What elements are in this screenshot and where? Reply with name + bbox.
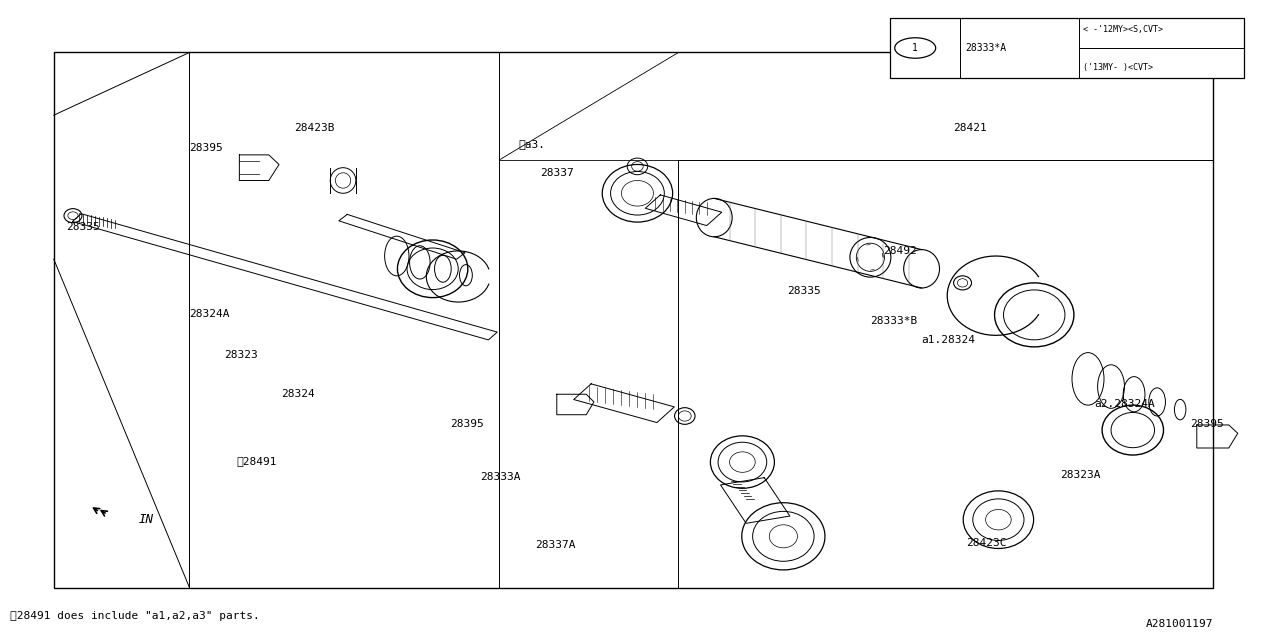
Text: 28395: 28395: [189, 143, 223, 154]
Text: 28421: 28421: [954, 123, 987, 133]
Text: ('13MY- )<CVT>: ('13MY- )<CVT>: [1083, 63, 1153, 72]
Text: ※28491 does include "a1,a2,a3" parts.: ※28491 does include "a1,a2,a3" parts.: [10, 611, 260, 621]
Text: IN: IN: [138, 513, 154, 526]
Text: < -'12MY><S,CVT>: < -'12MY><S,CVT>: [1083, 25, 1162, 34]
Text: 28335: 28335: [787, 286, 820, 296]
Text: 28333*A: 28333*A: [965, 43, 1006, 53]
Text: 1: 1: [913, 43, 918, 53]
Text: a2.28324A: a2.28324A: [1094, 399, 1155, 410]
Text: 28492: 28492: [883, 246, 916, 256]
Text: A281001197: A281001197: [1146, 619, 1213, 629]
Text: 28333A: 28333A: [480, 472, 521, 482]
Bar: [54, 52, 1213, 588]
Text: a1.28324: a1.28324: [922, 335, 975, 346]
Text: 28323A: 28323A: [1060, 470, 1101, 480]
Text: 28423B: 28423B: [294, 123, 335, 133]
Text: 28324: 28324: [282, 388, 315, 399]
Text: 28335: 28335: [67, 222, 100, 232]
Text: ①a3.: ①a3.: [518, 139, 545, 149]
Text: ※28491: ※28491: [237, 456, 278, 466]
Text: 28324A: 28324A: [189, 308, 230, 319]
Text: 28323: 28323: [224, 350, 257, 360]
Text: 28423C: 28423C: [966, 538, 1007, 548]
Text: 28395: 28395: [1190, 419, 1224, 429]
Text: 28337: 28337: [540, 168, 573, 178]
Text: 28337A: 28337A: [535, 540, 576, 550]
Text: 28333*B: 28333*B: [870, 316, 918, 326]
Bar: [890, 18, 1244, 78]
Text: 28395: 28395: [451, 419, 484, 429]
